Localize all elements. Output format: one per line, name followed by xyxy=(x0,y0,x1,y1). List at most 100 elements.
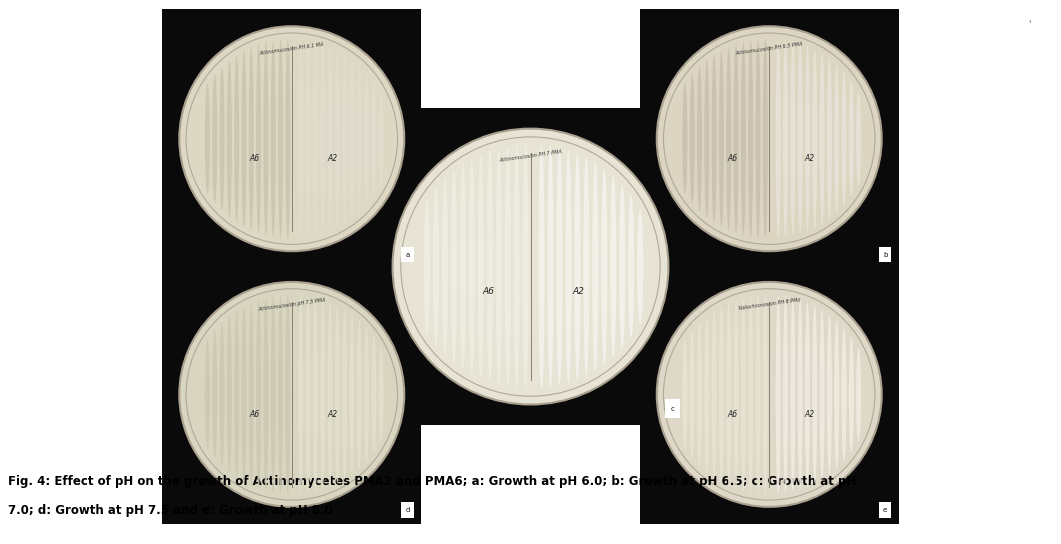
Ellipse shape xyxy=(741,42,746,236)
Ellipse shape xyxy=(663,33,875,244)
Ellipse shape xyxy=(342,53,347,224)
Ellipse shape xyxy=(682,339,688,450)
Ellipse shape xyxy=(349,58,354,219)
Ellipse shape xyxy=(628,195,634,338)
Ellipse shape xyxy=(271,296,276,493)
Ellipse shape xyxy=(819,53,824,224)
Text: A6: A6 xyxy=(249,410,260,419)
Ellipse shape xyxy=(335,50,340,228)
Ellipse shape xyxy=(393,128,668,405)
Ellipse shape xyxy=(364,71,369,206)
Ellipse shape xyxy=(523,144,528,389)
Text: A2: A2 xyxy=(804,154,815,163)
Ellipse shape xyxy=(776,295,781,494)
Ellipse shape xyxy=(763,294,768,494)
Ellipse shape xyxy=(637,209,643,324)
Ellipse shape xyxy=(776,39,781,238)
Ellipse shape xyxy=(271,40,276,237)
Ellipse shape xyxy=(602,168,607,365)
Ellipse shape xyxy=(278,39,283,238)
Ellipse shape xyxy=(487,151,493,382)
Bar xyxy=(372,108,690,425)
Ellipse shape xyxy=(657,282,882,507)
Ellipse shape xyxy=(212,330,218,459)
Text: A2: A2 xyxy=(572,287,585,296)
Ellipse shape xyxy=(584,157,590,376)
Ellipse shape xyxy=(741,298,746,491)
Ellipse shape xyxy=(186,289,398,500)
Ellipse shape xyxy=(459,164,466,369)
Ellipse shape xyxy=(538,144,544,389)
Ellipse shape xyxy=(248,302,254,486)
Text: A6: A6 xyxy=(482,287,494,296)
Ellipse shape xyxy=(298,295,303,494)
Ellipse shape xyxy=(705,60,710,218)
Ellipse shape xyxy=(179,282,404,507)
Ellipse shape xyxy=(433,187,439,346)
Text: Actinomucosion PH 7 PMA: Actinomucosion PH 7 PMA xyxy=(499,149,562,163)
Ellipse shape xyxy=(733,300,738,489)
Ellipse shape xyxy=(813,50,817,228)
Text: c: c xyxy=(671,406,675,412)
Ellipse shape xyxy=(335,305,340,484)
Ellipse shape xyxy=(371,80,377,197)
Text: Fig. 4: Effect of pH on the growth of Actinomycetes PMA2 and PMA6; a: Growth at : Fig. 4: Effect of pH on the growth of Ac… xyxy=(8,475,856,488)
Ellipse shape xyxy=(371,336,377,453)
Text: A6: A6 xyxy=(249,154,260,163)
Text: e: e xyxy=(883,507,887,513)
Ellipse shape xyxy=(505,146,510,387)
Ellipse shape xyxy=(356,64,362,213)
Ellipse shape xyxy=(712,311,716,478)
Bar xyxy=(640,265,899,524)
Text: Nalochronosion PH 8 PMo: Nalochronosion PH 8 PMo xyxy=(738,298,800,311)
Ellipse shape xyxy=(726,302,731,486)
Ellipse shape xyxy=(205,339,210,450)
Ellipse shape xyxy=(748,40,753,237)
Text: d: d xyxy=(405,507,410,513)
Ellipse shape xyxy=(212,74,218,203)
Ellipse shape xyxy=(798,44,803,234)
Ellipse shape xyxy=(278,295,283,494)
Bar xyxy=(162,9,421,268)
Text: A2: A2 xyxy=(327,154,337,163)
Ellipse shape xyxy=(495,148,502,385)
Ellipse shape xyxy=(834,320,839,469)
Ellipse shape xyxy=(298,39,303,238)
Ellipse shape xyxy=(263,42,268,236)
Bar xyxy=(401,502,414,518)
Ellipse shape xyxy=(379,92,384,186)
Ellipse shape xyxy=(682,83,688,194)
Ellipse shape xyxy=(790,297,796,492)
Ellipse shape xyxy=(819,309,824,480)
Ellipse shape xyxy=(379,348,384,441)
Ellipse shape xyxy=(733,44,738,233)
Ellipse shape xyxy=(566,150,572,384)
Ellipse shape xyxy=(256,44,261,233)
Ellipse shape xyxy=(514,145,520,388)
Ellipse shape xyxy=(547,145,554,388)
Ellipse shape xyxy=(719,51,724,227)
Ellipse shape xyxy=(285,294,291,494)
Text: A6: A6 xyxy=(727,410,737,419)
Ellipse shape xyxy=(451,170,457,363)
Ellipse shape xyxy=(186,33,398,244)
Ellipse shape xyxy=(798,299,803,490)
Ellipse shape xyxy=(356,320,362,469)
Ellipse shape xyxy=(424,199,430,335)
Ellipse shape xyxy=(748,296,753,493)
Ellipse shape xyxy=(179,26,404,251)
Ellipse shape xyxy=(856,92,862,186)
Text: 7.0; d: Growth at pH 7.5 and e: Growth at pH 8.0: 7.0; d: Growth at pH 7.5 and e: Growth a… xyxy=(8,504,333,517)
Bar xyxy=(640,9,899,268)
Ellipse shape xyxy=(320,44,326,234)
Ellipse shape xyxy=(790,41,796,236)
Ellipse shape xyxy=(690,330,695,459)
Text: A2: A2 xyxy=(804,410,815,419)
Ellipse shape xyxy=(592,162,598,371)
Ellipse shape xyxy=(364,327,369,462)
Bar xyxy=(879,502,891,518)
Ellipse shape xyxy=(755,295,761,494)
Ellipse shape xyxy=(242,51,246,227)
Ellipse shape xyxy=(320,299,326,490)
Bar xyxy=(665,399,680,418)
